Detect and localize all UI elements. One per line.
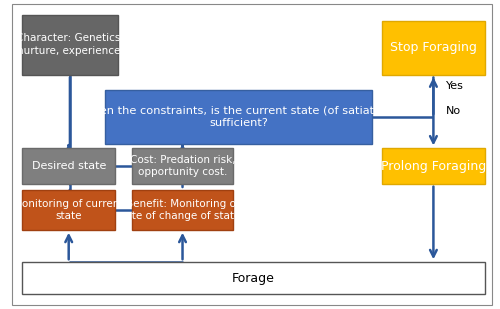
FancyBboxPatch shape [382, 148, 485, 184]
Text: Character: Genetics,
nurture, experience.: Character: Genetics, nurture, experience… [16, 33, 124, 56]
Text: Prolong Foraging: Prolong Foraging [381, 159, 486, 172]
FancyBboxPatch shape [132, 148, 232, 184]
FancyBboxPatch shape [22, 15, 118, 74]
Text: Given the constraints, is the current state (of satiation)
sufficient?: Given the constraints, is the current st… [82, 106, 396, 128]
FancyBboxPatch shape [22, 262, 485, 294]
Text: Forage: Forage [232, 272, 275, 285]
Text: Desired state: Desired state [32, 161, 106, 171]
Text: Cost: Predation risk,
opportunity cost.: Cost: Predation risk, opportunity cost. [130, 155, 236, 177]
FancyBboxPatch shape [22, 190, 115, 230]
FancyBboxPatch shape [22, 148, 115, 184]
Text: Yes: Yes [446, 82, 464, 91]
Text: No: No [446, 106, 461, 116]
FancyBboxPatch shape [382, 21, 485, 74]
FancyBboxPatch shape [132, 190, 232, 230]
Text: Monitoring of current
state: Monitoring of current state [14, 199, 124, 221]
Text: Benefit: Monitoring of
rate of change of state.: Benefit: Monitoring of rate of change of… [121, 199, 244, 221]
Text: Stop Foraging: Stop Foraging [390, 41, 477, 54]
FancyBboxPatch shape [106, 90, 372, 144]
